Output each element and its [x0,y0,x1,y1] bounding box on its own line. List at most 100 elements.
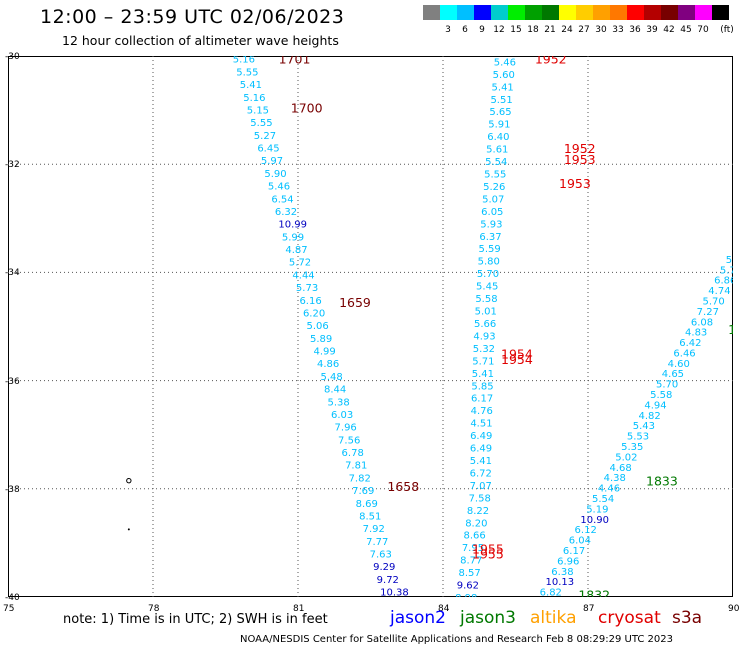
color-swatch [661,5,678,20]
swh-value: 5.41 [492,82,514,93]
swh-value: 7.58 [469,493,491,504]
footer-note: note: 1) Time is in UTC; 2) SWH is in fe… [63,612,328,627]
swh-value: 4.86 [317,359,339,370]
swh-value: 5.43 [633,421,655,432]
swh-value: 5.58 [650,390,672,401]
pass-time-label: 1952 [535,56,567,67]
swh-value: 4.93 [473,331,495,342]
color-scale-label: 27 [578,25,590,35]
color-swatch [712,5,729,20]
swh-value: 5. [726,255,733,266]
color-swatch [559,5,576,20]
swh-value: 5.58 [475,294,497,305]
color-swatch [423,5,440,20]
swh-value: 6.05 [481,207,503,218]
swh-value: 6.17 [563,546,585,557]
swh-value: 5.32 [473,344,495,355]
swh-value: 4.82 [639,411,661,422]
color-scale-label: 3 [445,25,451,35]
swh-value: 4.51 [470,419,492,430]
swh-value: 9.62 [457,581,479,592]
swh-value: 6.16 [299,296,321,307]
lat-tick-label: -32 [5,160,20,171]
swh-value: 4.46 [598,484,620,495]
swh-value: 5.35 [621,442,643,453]
satellite-legend-s3a: s3a [672,608,703,628]
swh-value: 5.41 [470,456,492,467]
color-scale-label: 39 [646,25,658,35]
swh-value: 5.59 [478,244,500,255]
swh-value: 5.01 [475,307,497,318]
lat-tick-label: -38 [5,484,20,495]
pass-time-label: 1953 [564,152,596,167]
pass-time-label: 1833 [646,474,678,489]
page-title: 12:00 – 23:59 UTC 02/06/2023 [40,6,345,28]
color-scale-unit: (ft) [720,25,734,35]
color-swatch [610,5,627,20]
swh-value: 5.90 [264,169,286,180]
page-subtitle: 12 hour collection of altimeter wave hei… [62,33,339,48]
swh-value: 8.66 [464,531,486,542]
swh-value: 6.72 [470,468,492,479]
color-swatch [576,5,593,20]
pass-time-label: 1954 [501,347,533,362]
lon-tick-label: 87 [583,604,595,614]
swh-value: 5.53 [627,432,649,443]
color-swatch [644,5,661,20]
swh-value: 5.16 [233,56,255,66]
swh-value: 5.51 [490,95,512,106]
swh-value: 4.94 [644,400,666,411]
lat-tick-label: -34 [5,268,20,279]
swh-value: 7.69 [352,486,374,497]
swh-value: 5.60 [493,70,515,81]
swh-value: 6.08 [691,317,713,328]
color-swatch [474,5,491,20]
swh-value: 4.68 [609,463,631,474]
map-frame [8,56,733,597]
color-scale-label: 36 [629,25,641,35]
satellite-legend-cryosat: cryosat [598,608,661,628]
lat-tick-label: -30 [5,52,20,62]
swh-value: 6.12 [575,525,597,536]
color-swatch [525,5,542,20]
color-scale-label: 45 [680,25,692,35]
swh-value: 5.19 [586,504,608,515]
lat-tick-label: -36 [5,376,20,387]
color-swatch [695,5,712,20]
color-scale-label: 70 [697,25,709,35]
swh-value: 5.54 [592,494,614,505]
color-swatch [627,5,644,20]
swh-value: 5.06 [306,321,328,332]
swh-value: 7.77 [366,537,388,548]
swh-value: 8.22 [467,506,489,517]
lon-tick-label: 84 [438,604,450,614]
swh-value: 7.07 [470,481,492,492]
altimeter-map[interactable]: 5.165.555.415.165.155.555.276.455.975.90… [8,56,733,597]
island-marker [127,528,130,531]
swh-value: 6.78 [342,448,364,459]
swh-value: 6.49 [470,431,492,442]
swh-value: 6.45 [257,144,279,155]
color-swatch [457,5,474,20]
swh-value: 6.46 [673,348,695,359]
swh-value: 5.89 [310,334,332,345]
lon-tick-label: 75 [3,604,15,614]
color-scale-label: 6 [462,25,468,35]
swh-value: 10.13 [545,577,574,588]
swh-value: 7.92 [363,524,385,535]
swh-value: 5.73 [296,283,318,294]
swh-value: 5.70 [477,269,499,280]
color-scale-label: 15 [510,25,522,35]
swh-value: 4.83 [685,328,707,339]
swh-value: 4.44 [292,270,314,281]
swh-value: 4.38 [604,473,626,484]
swh-value: 5.72 [289,258,311,269]
swh-value: 8.69 [356,499,378,510]
color-scale-label: 9 [479,25,485,35]
swh-value: 5.26 [483,182,505,193]
swh-value: 7.82 [349,473,371,484]
pass-time-label: 1954 [501,352,533,367]
swh-value: 4.74 [708,286,730,297]
swh-value: 5.55 [484,170,506,181]
swh-value: 6.40 [487,132,509,143]
